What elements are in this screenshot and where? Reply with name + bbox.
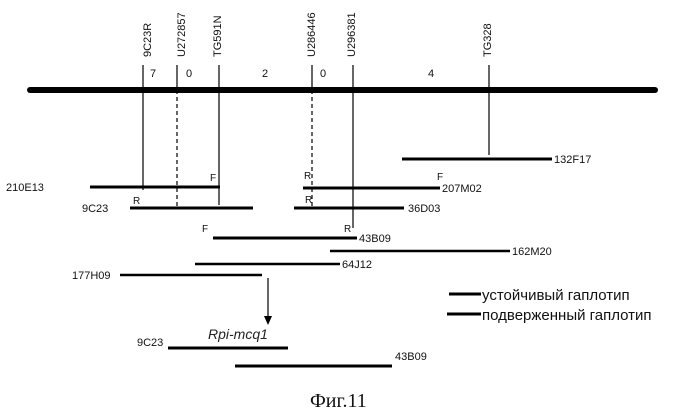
- end-mark-f: F: [437, 172, 443, 183]
- clone-label-177h09: 177H09: [72, 270, 111, 282]
- clone-label-9c23-lower: 9C23: [137, 337, 163, 349]
- end-mark-r: R: [344, 224, 351, 235]
- clone-label-43b09: 43B09: [359, 233, 391, 245]
- clone-label-64j12: 64J12: [342, 259, 372, 271]
- marker-label: TG328: [482, 23, 494, 57]
- marker-label: TG591N: [212, 15, 224, 57]
- clone-label-210e13: 210E13: [6, 182, 44, 194]
- end-mark-r: R: [304, 171, 311, 182]
- clone-label-43b09-lower: 43B09: [395, 351, 427, 363]
- recombinant-count: 4: [428, 68, 434, 80]
- marker-label: U286446: [306, 12, 318, 57]
- figure-caption: Фиг.11: [310, 390, 367, 412]
- legend-label-resistant: устойчивый гаплотип: [482, 287, 630, 304]
- recombinant-count: 7: [150, 68, 156, 80]
- marker-label: U296381: [346, 12, 358, 57]
- recombinant-count: 0: [320, 68, 326, 80]
- marker-label: U272857: [176, 12, 188, 57]
- recombinant-count: 0: [186, 68, 192, 80]
- clone-label-36d03: 36D03: [408, 203, 440, 215]
- marker-label: 9C23R: [142, 23, 154, 57]
- recombinant-count: 2: [262, 68, 268, 80]
- end-mark-f: F: [210, 173, 216, 184]
- clone-label-207m02: 207M02: [442, 183, 482, 195]
- clone-label-162m20: 162M20: [512, 246, 552, 258]
- end-mark-r: R: [133, 196, 140, 207]
- gene-name: Rpi-mcq1: [208, 326, 268, 342]
- clone-label-132f17: 132F17: [554, 154, 591, 166]
- arrow-down-icon: [264, 316, 272, 325]
- legend-label-susceptible: подверженный гаплотип: [482, 307, 652, 324]
- clone-label-9c23: 9C23: [82, 203, 108, 215]
- end-mark-f: F: [202, 224, 208, 235]
- end-mark-r: R: [305, 195, 312, 206]
